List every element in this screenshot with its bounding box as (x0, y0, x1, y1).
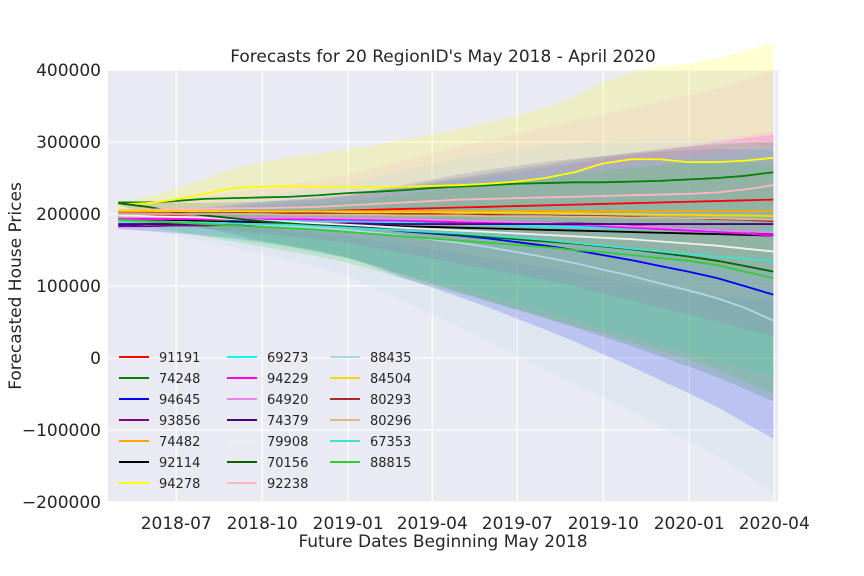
y-tick-label: 400000 (36, 61, 101, 81)
x-tick-label: 2020-01 (654, 514, 725, 534)
x-tick-label: 2020-04 (739, 514, 810, 534)
y-tick-label: 0 (90, 349, 101, 369)
legend-label: 80296 (370, 414, 411, 429)
legend-label: 91191 (159, 351, 200, 366)
legend-label: 93856 (159, 414, 200, 429)
y-tick-label: 100000 (36, 277, 101, 297)
legend-label: 74379 (267, 414, 308, 429)
series-line-88815 (118, 218, 774, 279)
legend-label: 92238 (267, 477, 308, 492)
legend-label: 94229 (267, 372, 308, 387)
confidence-band-94229 (118, 134, 774, 337)
x-axis-label: Future Dates Beginning May 2018 (298, 532, 587, 552)
legend-label: 74248 (159, 372, 200, 387)
x-tick-label: 2019-07 (482, 514, 553, 534)
confidence-band-70156 (118, 142, 774, 402)
legend-label: 88435 (370, 351, 411, 366)
legend-label: 88815 (370, 456, 411, 471)
y-tick-label: −200000 (22, 493, 101, 513)
x-tick-label: 2019-10 (568, 514, 639, 534)
legend-label: 79908 (267, 435, 308, 450)
x-tick-label: 2018-10 (227, 514, 298, 534)
x-tick-label: 2019-01 (313, 514, 384, 534)
x-axis-ticks: 2018-07 2018-10 2019-01 2019-04 2019-07 2019-… (141, 514, 810, 534)
x-tick-label: 2018-07 (141, 514, 212, 534)
legend-label: 74482 (159, 435, 200, 450)
series-line-92114 (118, 218, 774, 237)
series-line-80296 (118, 213, 774, 221)
legend-label: 92114 (159, 456, 200, 471)
series-line-94278 (118, 156, 774, 206)
series-lines (118, 156, 774, 322)
legend-label: 84504 (370, 372, 411, 387)
y-axis-ticks: 400000 300000 200000 100000 0 −100000 −200000 (22, 61, 101, 513)
legend-label: 80293 (370, 393, 411, 408)
legend-label: 94645 (159, 393, 200, 408)
series-line-67353 (118, 220, 774, 262)
y-tick-label: 300000 (36, 133, 101, 153)
legend: 91191 74248 94645 93856 74482 92114 94278 69273… (119, 351, 411, 492)
legend-label: 67353 (370, 435, 411, 450)
y-tick-label: −100000 (22, 421, 101, 441)
x-tick-label: 2019-04 (397, 514, 468, 534)
y-tick-label: 200000 (36, 205, 101, 225)
series-line-70156 (118, 202, 774, 273)
series-line-92238 (118, 184, 774, 212)
y-axis-label: Forecasted House Prices (6, 182, 26, 390)
legend-label: 69273 (267, 351, 308, 366)
series-line-74248 (118, 171, 774, 204)
legend-label: 94278 (159, 477, 200, 492)
legend-label: 70156 (267, 456, 308, 471)
legend-label: 64920 (267, 393, 308, 408)
chart-title: Forecasts for 20 RegionID's May 2018 - A… (230, 47, 656, 67)
series-line-79908 (118, 214, 774, 253)
series-line-84504 (118, 209, 774, 218)
